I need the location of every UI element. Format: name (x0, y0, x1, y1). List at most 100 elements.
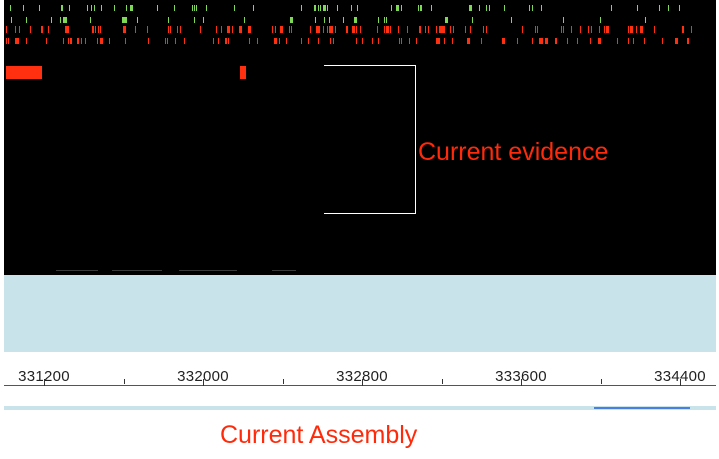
feature-tick (203, 17, 204, 23)
feature-tick (640, 26, 643, 33)
feature-tick (372, 38, 373, 44)
feature-tick (69, 5, 70, 11)
feature-tick (168, 17, 169, 23)
feature-tick (280, 26, 283, 33)
feature-tick (46, 38, 47, 44)
feature-tick (329, 26, 332, 33)
evidence-feature-block[interactable] (6, 66, 42, 79)
feature-tick (517, 38, 518, 44)
ruler-minor-tick (441, 379, 443, 384)
feature-tick (598, 38, 601, 44)
evidence-feature-block[interactable] (240, 66, 246, 79)
feature-tick (436, 38, 439, 44)
feature-tick (11, 17, 12, 23)
feature-tick (445, 17, 448, 23)
feature-tick (64, 17, 67, 23)
feature-tick (239, 26, 242, 33)
feature-tick (180, 26, 181, 33)
feature-tick (343, 17, 344, 23)
feature-tick (378, 38, 379, 44)
feature-tick (654, 26, 655, 33)
feature-tick (68, 38, 69, 44)
feature-tick (465, 26, 466, 33)
feature-tick (248, 26, 249, 33)
feature-tick (628, 26, 629, 33)
feature-tick (563, 17, 564, 23)
ruler-axis (4, 385, 716, 386)
ruler-label: 331200 (18, 368, 70, 385)
feature-tick (318, 5, 319, 11)
feature-tick (65, 26, 66, 33)
feature-tick (542, 38, 543, 44)
feature-tick (63, 38, 64, 44)
feature-tick (315, 5, 316, 11)
feature-tick (42, 26, 43, 33)
feature-tick (420, 5, 421, 11)
feature-tick (682, 26, 683, 33)
feature-tick (157, 5, 158, 11)
feature-tick (26, 17, 27, 23)
assembly-selection[interactable] (594, 407, 690, 409)
feature-tick (200, 26, 201, 33)
feature-tick (511, 17, 512, 23)
feature-tick (310, 26, 311, 33)
feature-tick (675, 38, 678, 44)
ruler-label: 332800 (336, 368, 388, 385)
feature-tick (588, 26, 589, 33)
feature-tick (472, 17, 473, 23)
feature-tick (318, 38, 319, 44)
ruler-minor-tick (282, 379, 284, 384)
feature-tick (688, 38, 689, 44)
feature-tick (123, 26, 126, 33)
feature-tick (30, 26, 31, 33)
current-evidence-label: Current evidence (418, 138, 609, 166)
feature-tick (301, 5, 302, 11)
feature-tick (174, 5, 175, 11)
feature-tick (416, 38, 417, 44)
feature-tick (227, 26, 230, 33)
feature-tick (399, 38, 400, 44)
feature-tick (19, 26, 20, 33)
feature-tick (401, 38, 402, 44)
current-assembly-label: Current Assembly (220, 421, 418, 449)
feature-tick (78, 38, 79, 44)
feature-tick (645, 17, 646, 23)
feature-tick (148, 38, 149, 44)
feature-tick (147, 26, 148, 33)
feature-tick (617, 38, 618, 44)
ruler-minor-tick (600, 379, 602, 384)
feature-tick (541, 5, 542, 11)
feature-ticks (6, 5, 692, 44)
feature-tick (290, 17, 293, 23)
assembly-bar[interactable] (4, 406, 716, 410)
feature-tick (577, 38, 578, 44)
feature-tick (502, 38, 505, 44)
feature-tick (228, 38, 229, 44)
feature-tick (425, 26, 426, 33)
feature-tick (329, 17, 330, 23)
feature-tick (631, 26, 632, 33)
feature-tick (421, 5, 422, 11)
feature-tick (317, 26, 320, 33)
feature-tick (60, 17, 61, 23)
feature-tick (92, 26, 93, 33)
feature-tick (357, 5, 358, 11)
feature-tick (194, 5, 195, 11)
feature-tick (8, 38, 9, 44)
ruler-label: 332000 (177, 368, 229, 385)
feature-tick (332, 26, 333, 33)
feature-tick (333, 38, 334, 44)
feature-tick (85, 38, 86, 44)
evidence-track[interactable] (4, 0, 716, 275)
feature-tick (93, 26, 94, 33)
feature-tick (10, 5, 11, 11)
feature-tick (70, 38, 71, 44)
ruler-minor-tick (123, 379, 125, 384)
feature-tick (216, 26, 217, 33)
feature-tick (275, 26, 276, 33)
assembly-panel[interactable] (4, 275, 716, 352)
feature-tick (101, 5, 102, 11)
feature-tick (428, 26, 429, 33)
feature-tick (81, 38, 82, 44)
feature-tick (286, 38, 287, 44)
